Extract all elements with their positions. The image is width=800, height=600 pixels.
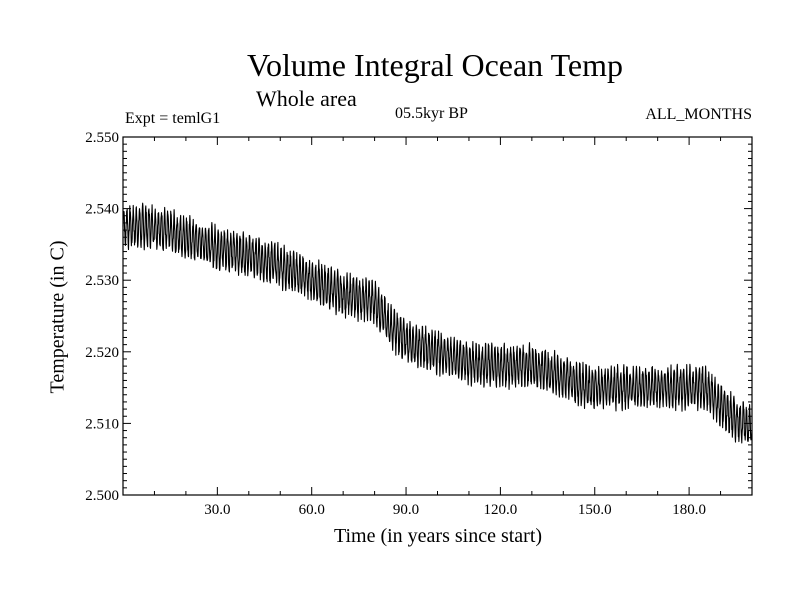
x-tick-label: 60.0 [299, 502, 325, 518]
x-tick-label: 180.0 [672, 502, 706, 518]
y-tick-label: 2.510 [85, 416, 119, 432]
x-axis-label: Time (in years since start) [333, 525, 543, 547]
x-tick-label: 30.0 [204, 502, 230, 518]
period-label: 05.5kyr BP [395, 105, 468, 122]
y-tick-label: 2.540 [85, 202, 119, 218]
plot-frame [122, 136, 753, 496]
y-tick-label: 2.550 [85, 130, 119, 146]
chart-title: Volume Integral Ocean Temp [246, 47, 623, 83]
x-tick-label: 120.0 [484, 502, 518, 518]
chart-subtitle: Whole area [256, 86, 357, 111]
temperature-series-line [122, 202, 753, 444]
y-tick-label: 2.530 [85, 273, 119, 289]
x-tick-label: 150.0 [578, 502, 612, 518]
months-label: ALL_MONTHS [645, 106, 752, 123]
y-tick-label: 2.520 [85, 345, 119, 361]
y-tick-label: 2.500 [85, 488, 119, 504]
x-tick-label: 90.0 [393, 502, 419, 518]
experiment-label: Expt = temlG1 [125, 110, 221, 127]
